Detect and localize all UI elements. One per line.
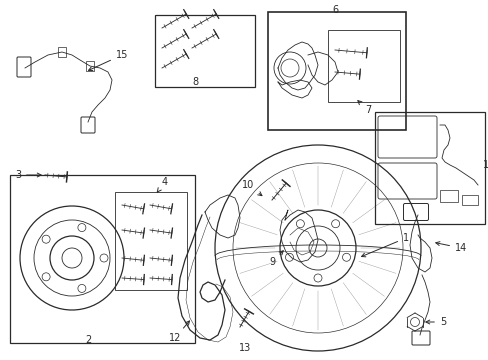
Text: 4: 4 [157, 177, 168, 192]
Text: 2: 2 [85, 335, 91, 345]
Text: 11: 11 [482, 160, 488, 170]
Bar [58, 47, 66, 57]
Bar [439, 190, 457, 202]
Text: 10: 10 [242, 180, 262, 195]
Text: 15: 15 [88, 50, 128, 71]
Bar [155, 15, 254, 87]
Text: 1: 1 [361, 233, 408, 257]
Text: 7: 7 [357, 101, 370, 115]
Bar [267, 12, 405, 130]
Text: 13: 13 [238, 343, 251, 353]
Text: 9: 9 [268, 251, 283, 267]
Text: 6: 6 [331, 5, 337, 15]
Bar [115, 192, 186, 290]
Text: 14: 14 [435, 242, 467, 253]
Text: 5: 5 [425, 317, 445, 327]
Text: 8: 8 [192, 77, 198, 87]
Bar [10, 175, 195, 343]
Text: 12: 12 [168, 321, 189, 343]
Bar [327, 30, 399, 102]
Bar [86, 61, 94, 71]
Text: 3: 3 [15, 170, 41, 180]
Bar [461, 195, 477, 205]
Bar [374, 112, 484, 224]
